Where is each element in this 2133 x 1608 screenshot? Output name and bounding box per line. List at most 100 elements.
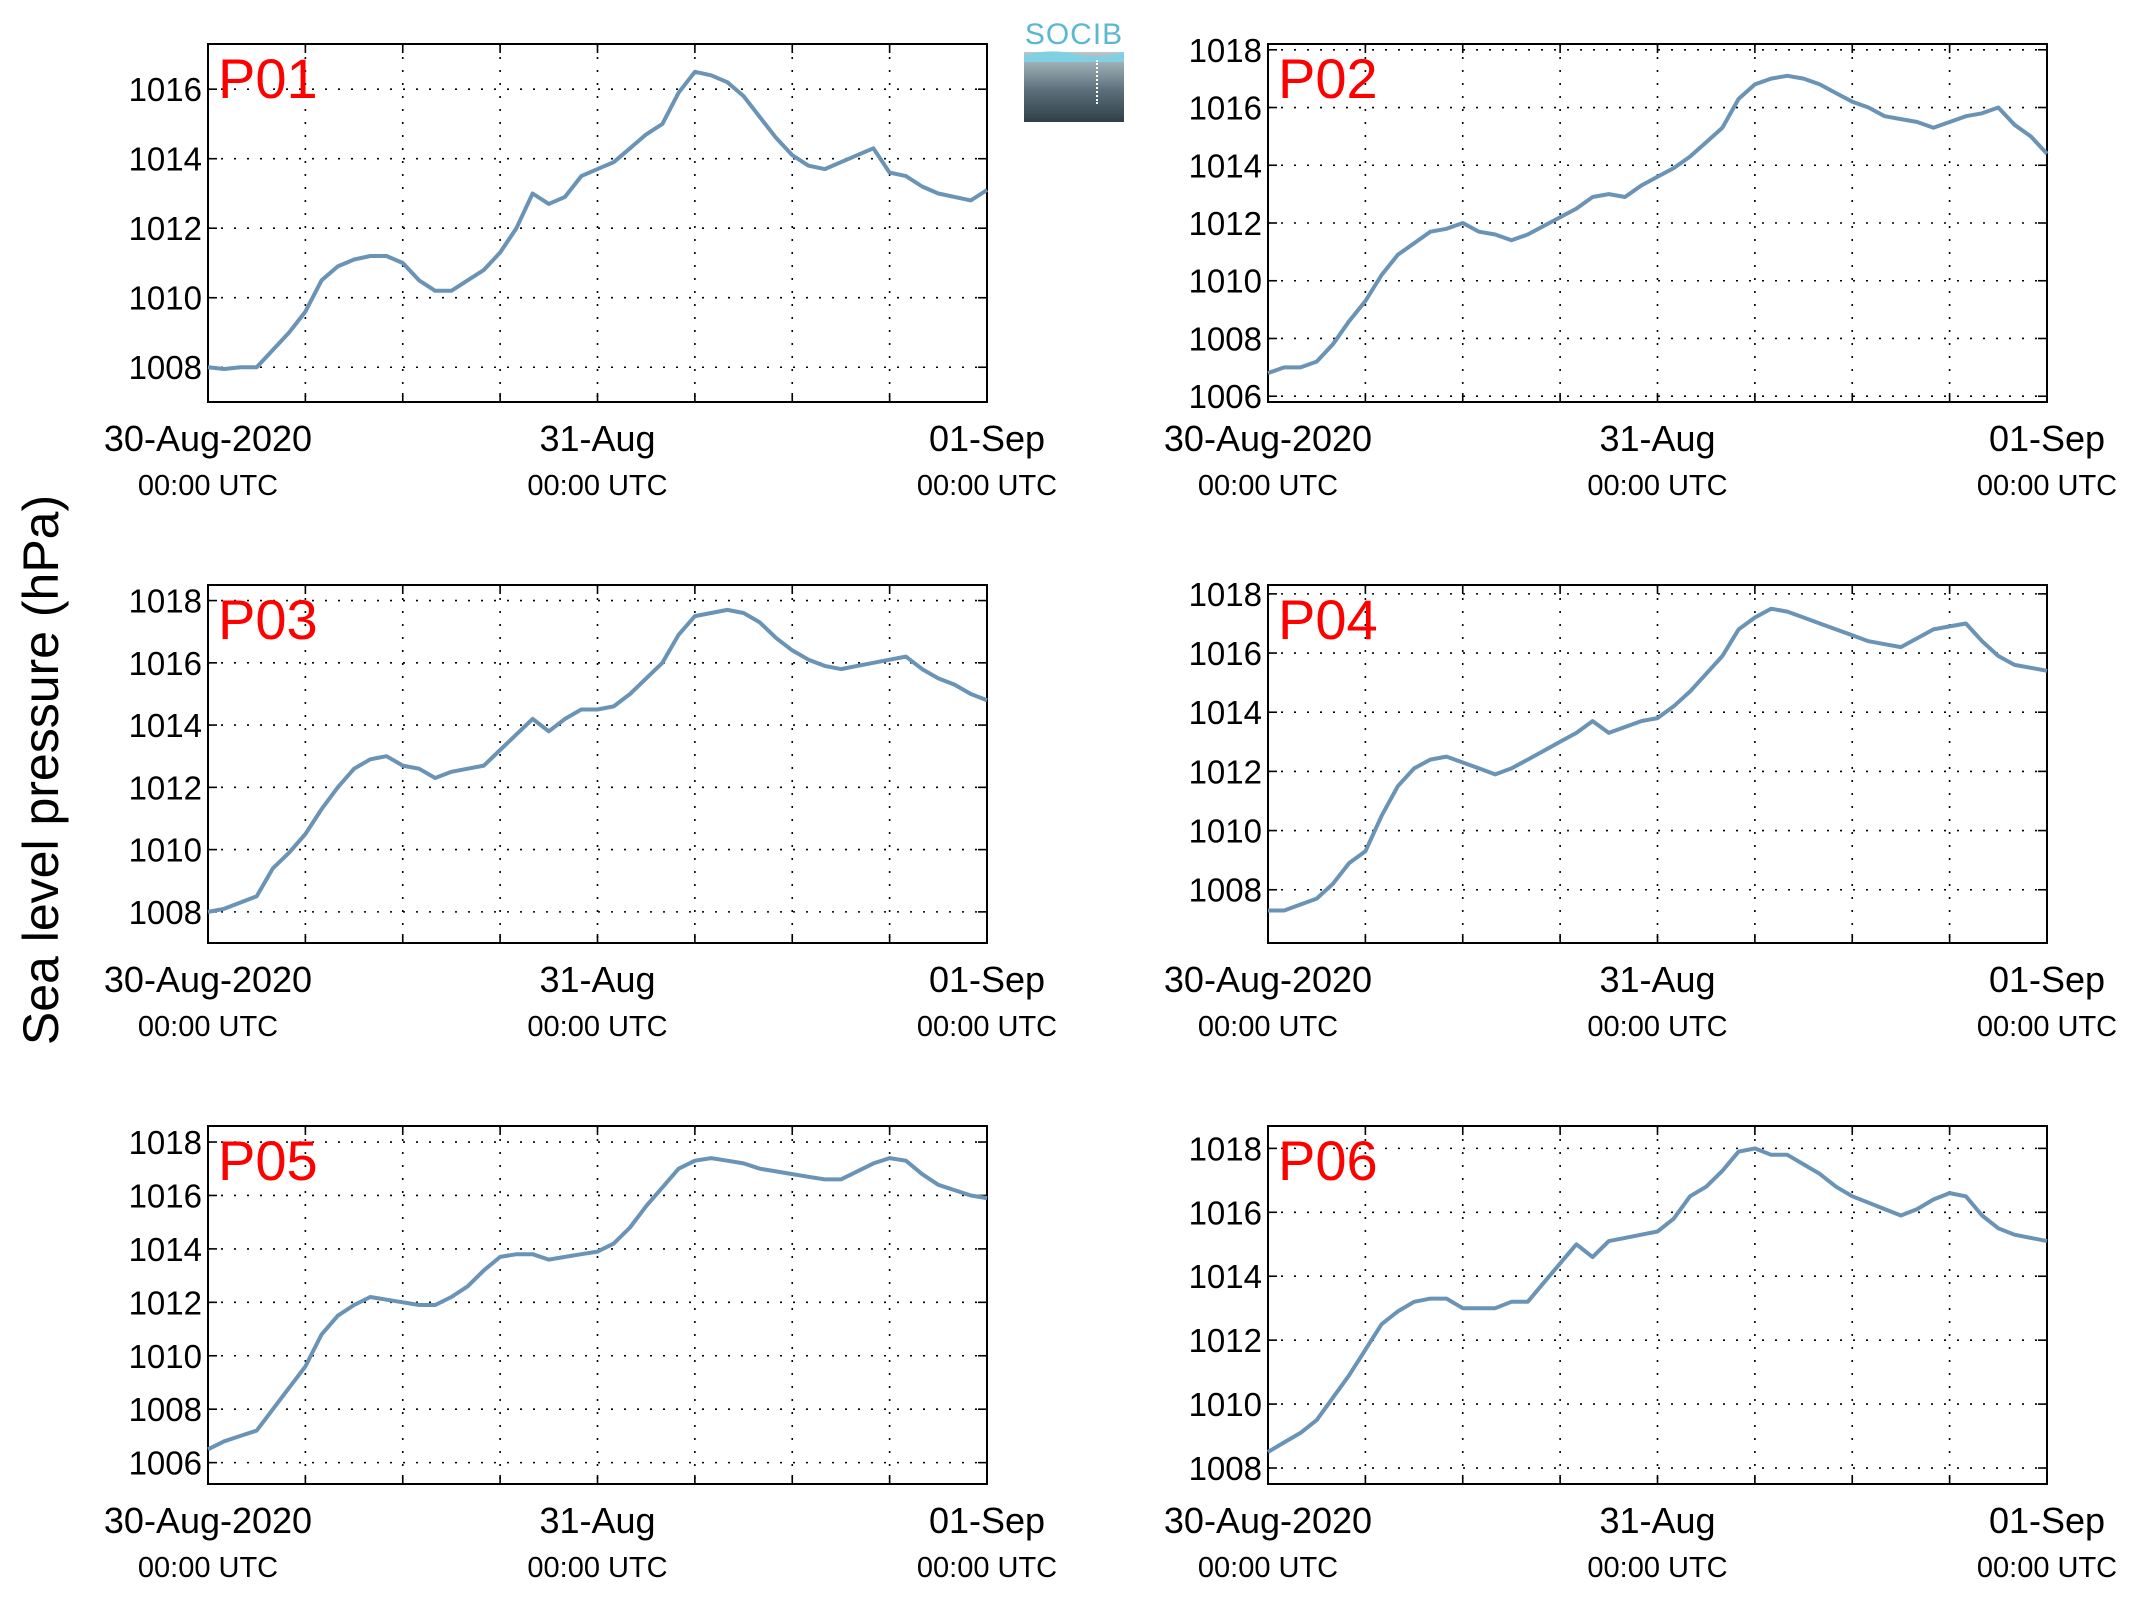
y-tick-label: 1014 [1189,1258,1262,1295]
y-tick-label: 1014 [129,707,202,744]
panel-label: P02 [1278,47,1378,110]
x-tick-label-date: 01-Sep [929,1500,1045,1541]
x-tick-label-time: 00:00 UTC [527,1552,667,1584]
y-tick-label: 1008 [129,894,202,931]
pressure-series-line [1268,606,2048,913]
x-tick-label-date: 31-Aug [539,418,655,459]
x-tick-label-time: 00:00 UTC [917,1011,1057,1043]
x-tick-label-time: 00:00 UTC [1587,470,1727,502]
y-tick-label: 1008 [129,349,202,386]
x-tick-label-time: 00:00 UTC [1977,1011,2117,1043]
x-tick-label-date: 01-Sep [929,418,1045,459]
x-tick-label-time: 00:00 UTC [527,1011,667,1043]
y-tick-label: 1016 [1189,90,1262,127]
chart-panel-4: 1008 1010 1012 1014 1016 1018 30-Aug-2020 00:00… [1164,576,2117,1043]
y-tick-label: 1008 [129,1391,202,1428]
pressure-series-line [1266,1146,2048,1454]
x-tick-label-date: 01-Sep [1989,418,2105,459]
socib-logo-block [1024,52,1124,122]
y-tick-label: 1016 [1189,1194,1262,1231]
x-tick-label-time: 00:00 UTC [1198,1552,1338,1584]
chart-panel-2: 1006 1008 1010 1012 1014 1016 1018 30-Aug-2020 0… [1164,32,2117,502]
axes-box [207,43,988,403]
x-tick-label-date: 30-Aug-2020 [1164,418,1372,459]
x-tick-label-date: 30-Aug-2020 [1164,959,1372,1000]
chart-panel-3: 1008 1010 1012 1014 1016 1018 30-Aug-2020 00:00… [104,583,1057,1043]
y-tick-label: 1010 [1189,263,1262,300]
y-tick-label: 1018 [129,583,202,620]
y-tick-label: 1014 [129,1231,202,1268]
axes-box [207,1125,988,1485]
y-tick-label: 1012 [1189,1322,1262,1359]
y-tick-label: 1018 [1189,32,1262,69]
x-tick-label-date: 31-Aug [539,959,655,1000]
x-tick-label-date: 01-Sep [1989,959,2105,1000]
x-tick-label-date: 01-Sep [1989,1500,2105,1541]
axes-box [1267,43,2048,403]
panel-label: P03 [218,588,318,651]
x-tick-label-time: 00:00 UTC [138,470,278,502]
y-tick-label: 1014 [129,141,202,178]
y-tick-label: 1008 [1189,320,1262,357]
x-tick-label-date: 31-Aug [1599,418,1715,459]
pressure-series-line [1267,73,2049,375]
y-tick-label: 1014 [1189,147,1262,184]
x-tick-label-time: 00:00 UTC [1198,470,1338,502]
x-tick-label-date: 31-Aug [1599,959,1715,1000]
socib-logo: SOCIB [1024,18,1124,122]
x-tick-label-time: 00:00 UTC [138,1011,278,1043]
y-tick-label: 1018 [1189,1130,1262,1167]
y-tick-label: 1006 [1189,378,1262,415]
y-tick-label: 1018 [1189,576,1262,613]
y-tick-label: 1010 [129,1338,202,1375]
y-tick-label: 1010 [1189,813,1262,850]
y-tick-label: 1012 [129,210,202,247]
axes-box [207,584,988,944]
panel-label: P01 [218,47,318,110]
socib-logo-wave [1024,51,1124,62]
chart-panel-1: 1008 1010 1012 1014 1016 30-Aug-2020 00:00 UTC… [104,43,1057,502]
panels-group: 1008 1010 1012 1014 1016 30-Aug-2020 00:00 UTC… [104,32,2117,1584]
y-tick-label: 1016 [1189,635,1262,672]
y-tick-label: 1016 [129,71,202,108]
y-tick-label: 1012 [1189,205,1262,242]
y-tick-label: 1018 [129,1124,202,1161]
socib-logo-dots [1096,60,1100,104]
y-tick-label: 1010 [1189,1386,1262,1423]
y-tick-label: 1016 [129,1177,202,1214]
x-tick-label-date: 31-Aug [1599,1500,1715,1541]
x-tick-label-time: 00:00 UTC [1977,1552,2117,1584]
x-tick-label-date: 30-Aug-2020 [1164,1500,1372,1541]
panel-label: P06 [1278,1129,1378,1192]
x-tick-label-time: 00:00 UTC [1198,1011,1338,1043]
y-tick-label: 1008 [1189,1450,1262,1487]
x-tick-label-time: 00:00 UTC [1977,470,2117,502]
axes-box [1267,584,2048,944]
pressure-series-line [207,607,988,914]
x-tick-label-time: 00:00 UTC [917,1552,1057,1584]
y-tick-label: 1012 [129,769,202,806]
x-tick-label-date: 30-Aug-2020 [104,959,312,1000]
chart-panel-5: 1006 1008 1010 1012 1014 1016 1018 30-Aug-2020 0… [104,1124,1057,1584]
y-tick-label: 1010 [129,280,202,317]
x-tick-label-date: 01-Sep [929,959,1045,1000]
y-tick-label: 1014 [1189,694,1262,731]
y-tick-label: 1012 [1189,753,1262,790]
x-tick-label-time: 00:00 UTC [917,470,1057,502]
y-axis-label: Sea level pressure (hPa) [13,495,69,1045]
pressure-series-line [207,1156,988,1452]
x-tick-label-time: 00:00 UTC [527,470,667,502]
socib-logo-text: SOCIB [1024,18,1124,51]
x-tick-label-date: 30-Aug-2020 [104,1500,312,1541]
pressure-series-line [207,69,989,371]
y-tick-label: 1012 [129,1284,202,1321]
y-tick-label: 1010 [129,832,202,869]
panel-label: P04 [1278,588,1378,651]
chart-panel-6: 1008 1010 1012 1014 1016 1018 30-Aug-2020 00:00… [1164,1125,2117,1584]
x-tick-label-time: 00:00 UTC [1587,1011,1727,1043]
panel-label: P05 [218,1129,318,1192]
x-tick-label-date: 30-Aug-2020 [104,418,312,459]
x-tick-label-time: 00:00 UTC [1587,1552,1727,1584]
y-tick-label: 1006 [129,1445,202,1482]
